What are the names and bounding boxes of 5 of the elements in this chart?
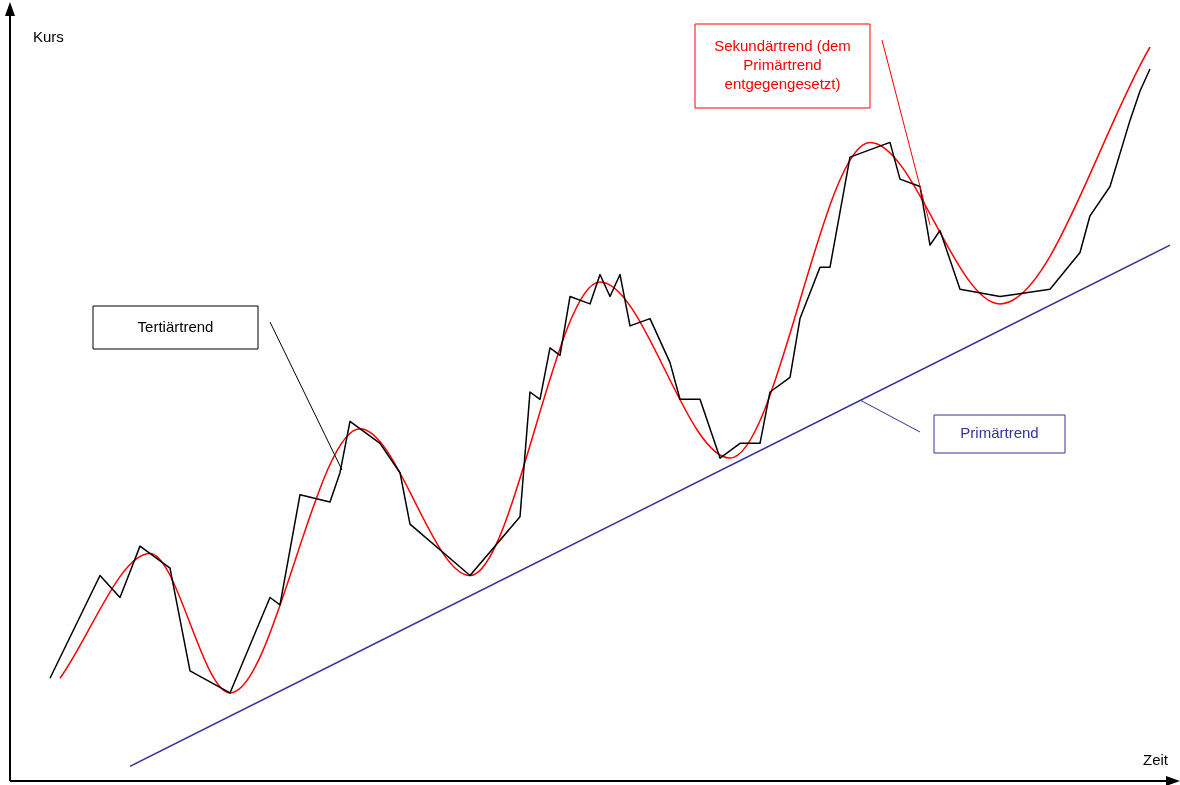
text: Primärtrend: [960, 424, 1039, 442]
text: Sekundärtrend (dem Primärtrend entgegengesetzt): [714, 37, 851, 93]
y-axis-title: Kurs: [33, 28, 64, 46]
x-axis-title: Zeit: [1143, 751, 1169, 769]
text: Tertiärtrend: [137, 317, 214, 335]
